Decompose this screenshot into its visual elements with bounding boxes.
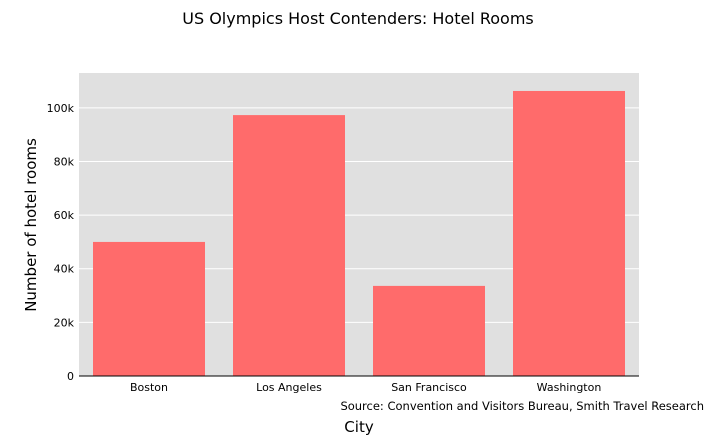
bar-boston[interactable]	[93, 241, 205, 376]
y-tick-label: 20k	[54, 316, 75, 329]
y-tick-label: 0	[67, 370, 74, 383]
y-axis-ticks: 0 20k 40k 60k 80k 100k	[47, 102, 75, 383]
chart-title: US Olympics Host Contenders: Hotel Rooms	[182, 9, 534, 28]
x-tick-label: San Francisco	[391, 381, 467, 394]
y-tick-label: 60k	[54, 209, 75, 222]
bar-los-angeles[interactable]	[233, 115, 345, 376]
bars	[93, 90, 625, 376]
y-tick-label: 40k	[54, 263, 75, 276]
y-tick-label: 80k	[54, 155, 75, 168]
x-tick-label: Washington	[537, 381, 602, 394]
x-tick-label: Los Angeles	[256, 381, 322, 394]
x-axis-ticks: Boston Los Angeles San Francisco Washington	[130, 381, 601, 394]
x-axis-title: City	[344, 418, 374, 436]
y-axis-title: Number of hotel rooms	[22, 138, 40, 312]
x-tick-label: Boston	[130, 381, 168, 394]
source-annotation: Source: Convention and Visitors Bureau, …	[340, 399, 704, 413]
y-tick-label: 100k	[47, 102, 75, 115]
bar-san-francisco[interactable]	[373, 285, 485, 376]
bar-washington[interactable]	[513, 90, 625, 376]
